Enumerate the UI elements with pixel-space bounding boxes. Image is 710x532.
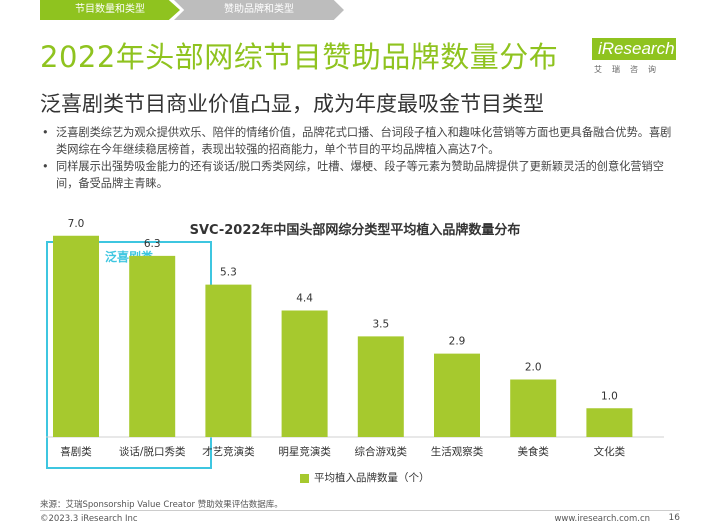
bar-7 [586,408,633,437]
bar-value-label: 3.5 [372,318,389,330]
category-label: 美食类 [517,445,549,458]
category-label: 综合游戏类 [355,445,408,458]
bar-value-label: 2.0 [525,362,542,374]
category-label: 文化类 [594,445,626,458]
bar-2 [205,284,252,437]
bullet-item: • 泛喜剧类综艺为观众提供欢乐、陪伴的情绪价值，品牌花式口播、台词段子植入和趣味… [40,124,680,158]
logo-text: iResearch [598,39,675,58]
legend-swatch [300,473,309,483]
bullet-text: 同样展示出强势吸金能力的还有谈话/脱口秀类网综，吐槽、爆梗、段子等元素为赞助品牌… [56,160,664,190]
bar-4 [357,336,404,437]
bar-value-label: 1.0 [601,390,618,402]
bullet-text: 泛喜剧类综艺为观众提供欢乐、陪伴的情绪价值，品牌花式口播、台词段子植入和趣味化营… [56,126,672,156]
category-label: 谈话/脱口秀类 [119,445,186,458]
page-title: 2022年头部网综节目赞助品牌数量分布 [40,40,559,74]
legend-label: 平均植入品牌数量（个） [314,472,430,484]
footer-divider [40,510,680,511]
bullet-dot: • [42,160,49,173]
chart-legend: 平均植入品牌数量（个） [300,470,430,485]
category-label: 明星竞演类 [278,445,331,458]
bar-3 [281,310,328,437]
source-note: 来源：艾瑞Sponsorship Value Creator 赞助效果评估数据库… [40,500,283,510]
tab-program-types[interactable]: 节目数量和类型 [40,0,180,20]
bullet-list: • 泛喜剧类综艺为观众提供欢乐、陪伴的情绪价值，品牌花式口播、台词段子植入和趣味… [40,124,680,192]
category-label: 生活观察类 [431,445,484,458]
bullet-dot: • [42,126,49,139]
bar-value-label: 6.3 [144,238,161,250]
bullet-item: • 同样展示出强势吸金能力的还有谈话/脱口秀类网综，吐槽、爆梗、段子等元素为赞助… [40,158,680,192]
bar-value-label: 5.3 [220,267,237,279]
bar-5 [434,353,480,437]
category-label: 喜剧类 [60,445,92,458]
bar-value-label: 2.9 [449,336,466,348]
page-subtitle: 泛喜剧类节目商业价值凸显，成为年度最吸金节目类型 [40,92,544,116]
logo-box [592,38,676,60]
tab-sponsor-brands[interactable]: 赞助品牌和类型 [174,0,344,20]
iresearch-logo: iResearch 艾瑞咨询 [592,38,680,78]
footer-url[interactable]: www.iresearch.com.cn [554,514,650,524]
footer-copyright: ©2023.3 iResearch Inc [40,514,138,524]
logo-subtext: 艾瑞咨询 [594,65,666,74]
bar-0 [53,235,99,437]
bar-value-label: 4.4 [296,293,313,305]
bar-value-label: 7.0 [68,218,85,230]
bar-1 [129,255,176,437]
page-number: 16 [668,513,680,523]
category-label: 才艺竞演类 [202,445,255,458]
chart-title: SVC-2022年中国头部网综分类型平均植入品牌数量分布 [189,223,521,238]
bar-6 [510,379,557,437]
